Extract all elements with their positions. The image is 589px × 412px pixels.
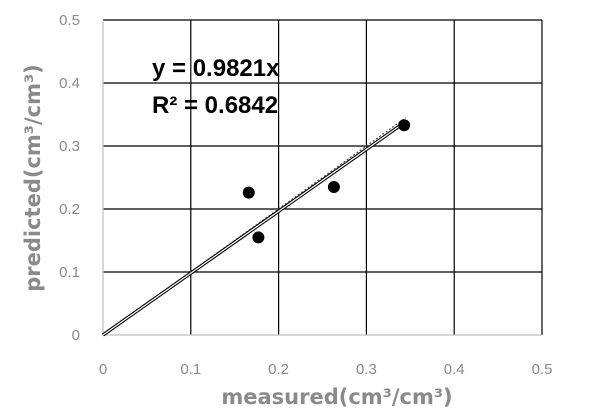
trendline-inner — [102, 121, 407, 336]
data-point — [327, 180, 340, 193]
data-point — [398, 119, 411, 132]
data-point — [252, 231, 265, 244]
x-axis-title: measured(cm³/cm³) — [221, 385, 452, 409]
x-tick-label: 0.4 — [444, 361, 465, 378]
x-tick-label: 0.3 — [356, 361, 377, 378]
y-tick-label: 0.1 — [59, 264, 80, 281]
x-tick-label: 0.1 — [180, 361, 201, 378]
x-tick-label: 0.2 — [268, 361, 289, 378]
x-tick-label: 0 — [99, 361, 107, 378]
x-tick-labels: 0 0.1 0.2 0.3 0.4 0.5 — [99, 361, 553, 378]
y-axis-title: predicted(cm³/cm³) — [21, 64, 45, 292]
x-tick-label: 0.5 — [532, 361, 553, 378]
y-tick-label: 0.4 — [59, 75, 80, 92]
axes — [102, 20, 542, 336]
y-tick-label: 0.5 — [59, 12, 80, 29]
y-tick-label: 0.2 — [59, 201, 80, 218]
r-squared-annotation: R² = 0.6842 — [152, 92, 278, 119]
data-point — [242, 186, 255, 199]
equation-annotation: y = 0.9821x — [152, 55, 280, 82]
y-tick-labels: 0 0.1 0.2 0.3 0.4 0.5 — [59, 12, 80, 344]
grid-lines — [103, 19, 543, 335]
data-points — [242, 119, 411, 244]
y-tick-label: 0.3 — [59, 138, 80, 155]
fit-lines — [102, 117, 407, 337]
y-tick-label: 0 — [72, 327, 80, 344]
